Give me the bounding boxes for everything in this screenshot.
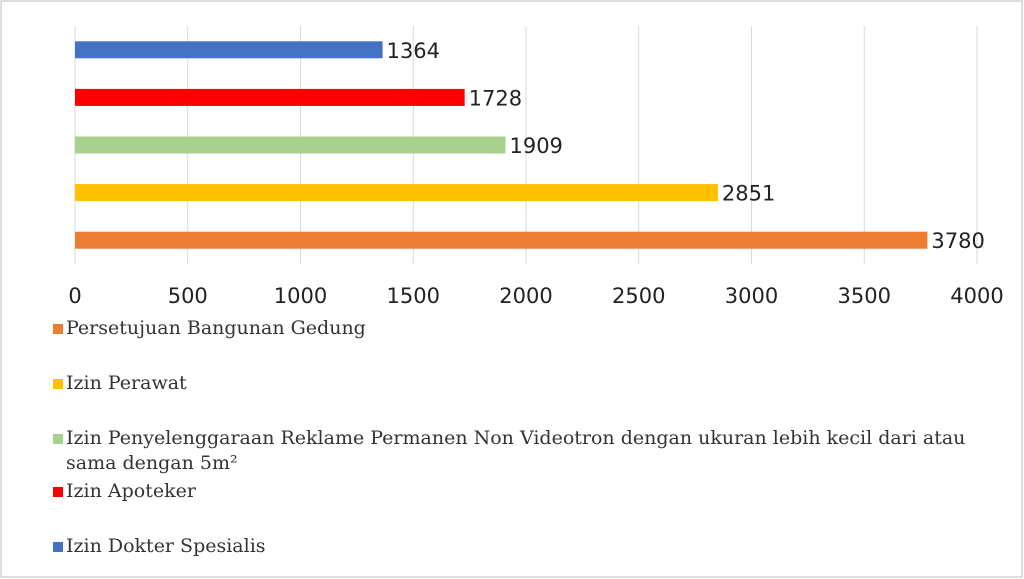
x-tick-label: 3500 <box>838 284 891 308</box>
x-tick-label: 500 <box>168 284 208 308</box>
x-tick-label: 4000 <box>950 284 1003 308</box>
legend-item: Izin Penyelenggaraan Reklame Permanen No… <box>49 426 1009 476</box>
data-label: 2851 <box>722 182 775 206</box>
bar <box>75 88 465 106</box>
data-label: 1364 <box>387 39 440 63</box>
x-tick-label: 1000 <box>274 284 327 308</box>
data-label: 1909 <box>509 134 562 158</box>
bar <box>75 41 383 59</box>
x-tick-label: 2500 <box>612 284 665 308</box>
x-tick-label: 0 <box>68 284 81 308</box>
bar <box>75 136 506 154</box>
legend-label: Izin Perawat <box>66 372 187 394</box>
legend-swatch <box>53 379 63 389</box>
legend-item: Izin Perawat <box>49 371 187 396</box>
legend-item: Izin Apoteker <box>49 479 196 504</box>
x-tick-label: 3000 <box>725 284 778 308</box>
legend-swatch <box>53 324 63 334</box>
data-label: 3780 <box>931 229 984 253</box>
legend-item: Persetujuan Bangunan Gedung <box>49 316 366 341</box>
bar <box>75 184 718 202</box>
x-tick-label: 2000 <box>499 284 552 308</box>
legend-item: Izin Dokter Spesialis <box>49 534 266 559</box>
legend-label: Izin Penyelenggaraan Reklame Permanen No… <box>66 427 966 474</box>
legend-swatch <box>53 487 63 497</box>
legend-label: Izin Apoteker <box>66 480 196 502</box>
bar <box>75 231 928 249</box>
legend-label: Persetujuan Bangunan Gedung <box>66 317 366 339</box>
x-tick-label: 1500 <box>387 284 440 308</box>
legend-swatch <box>53 542 63 552</box>
legend-label: Izin Dokter Spesialis <box>66 535 266 557</box>
legend-swatch <box>53 434 63 444</box>
data-label: 1728 <box>469 86 522 110</box>
